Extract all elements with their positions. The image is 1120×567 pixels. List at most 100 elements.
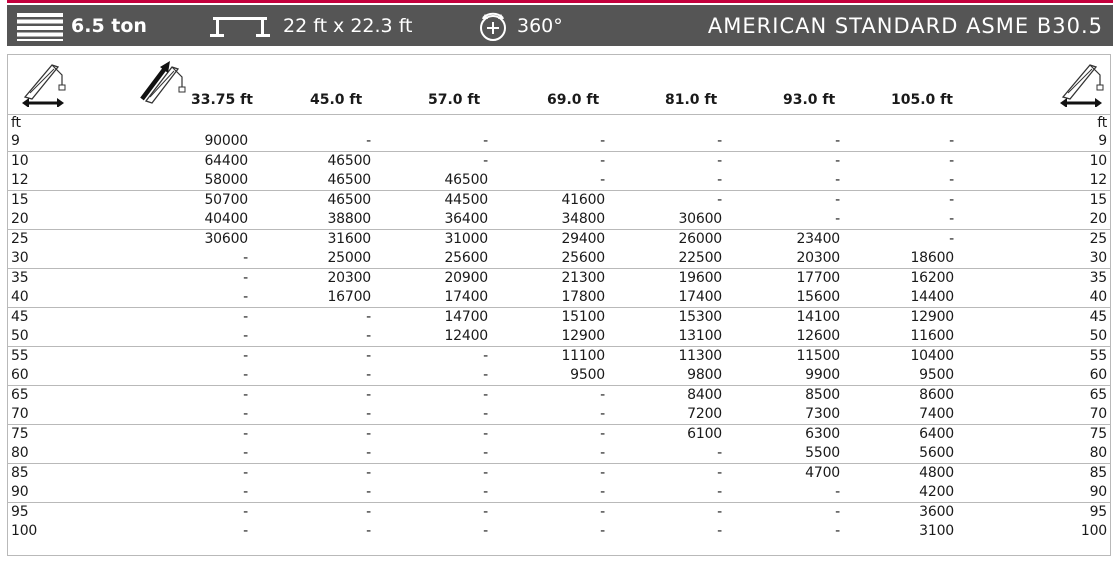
load-value-cell: - xyxy=(366,465,371,481)
load-value-cell: - xyxy=(366,445,371,461)
load-value-cell: 44500 xyxy=(444,192,488,208)
load-value-cell: 3100 xyxy=(919,523,954,539)
load-value-cell: - xyxy=(949,211,954,227)
load-value-cell: - xyxy=(243,328,248,344)
table-row: 65 - - - - 8400 8500 8600 65 xyxy=(8,386,1110,405)
table-row: 35 - 20300 20900 21300 19600 17700 16200 35 xyxy=(8,269,1110,288)
load-value-cell: 14100 xyxy=(796,309,840,325)
load-value-cell: 25600 xyxy=(444,250,488,266)
table-row: 75 - - - - 6100 6300 6400 75 xyxy=(8,425,1110,444)
boom-length-header: 57.0 ft xyxy=(428,92,481,108)
boom-length-header: 45.0 ft xyxy=(310,92,363,108)
load-value-cell: - xyxy=(366,504,371,520)
radius-right: 60 xyxy=(1089,367,1108,383)
load-value-cell: - xyxy=(835,523,840,539)
radius-left: 65 xyxy=(11,387,29,403)
load-value-cell: - xyxy=(835,211,840,227)
load-value-cell: 46500 xyxy=(327,153,371,169)
load-value-cell: - xyxy=(600,387,605,403)
boom-length-header: 93.0 ft xyxy=(783,92,836,108)
boom-length-header: 69.0 ft xyxy=(547,92,600,108)
outrigger-group: 22 ft x 22.3 ft xyxy=(207,5,413,46)
load-value-cell: - xyxy=(483,465,488,481)
capacity-group: 6.5 ton xyxy=(17,5,147,46)
load-value-cell: - xyxy=(835,133,840,149)
load-value-cell: - xyxy=(600,523,605,539)
table-row: 9 90000 - - - - - - 9 xyxy=(8,132,1110,151)
load-value-cell: 20300 xyxy=(327,270,371,286)
load-value-cell: 34800 xyxy=(561,211,605,227)
load-value-cell: 18600 xyxy=(910,250,954,266)
table-header-row: 33.75 ft 45.0 ft 57.0 ft 69.0 ft 81.0 ft… xyxy=(8,55,1110,115)
radius-left: 25 xyxy=(11,231,29,247)
load-value-cell: 6400 xyxy=(919,426,954,442)
table-row: 10 64400 46500 - - - - - 10 xyxy=(8,152,1110,171)
load-value-cell: 22500 xyxy=(678,250,722,266)
load-value-cell: - xyxy=(600,465,605,481)
load-value-cell: 90000 xyxy=(204,133,248,149)
radius-right: 15 xyxy=(1089,192,1108,208)
load-value-cell: 9500 xyxy=(919,367,954,383)
table-row: 25 30600 31600 31000 29400 26000 23400 - 25 xyxy=(8,230,1110,249)
row-group: 10 64400 46500 - - - - - 10 12 58000 46500 46500 - - - -… xyxy=(8,151,1110,190)
load-value-cell: 38800 xyxy=(327,211,371,227)
table-row: 20 40400 38800 36400 34800 30600 - - 20 xyxy=(8,210,1110,229)
radius-right: 65 xyxy=(1089,387,1108,403)
load-value-cell: - xyxy=(483,133,488,149)
table-row: 55 - - - 11100 11300 11500 10400 55 xyxy=(8,347,1110,366)
load-value-cell: 9800 xyxy=(687,367,722,383)
load-chart-table: 33.75 ft 45.0 ft 57.0 ft 69.0 ft 81.0 ft… xyxy=(7,54,1111,556)
table-row: 70 - - - - 7200 7300 7400 70 xyxy=(8,405,1110,424)
load-value-cell: 19600 xyxy=(678,270,722,286)
table-row: 100 - - - - - - 3100 100 xyxy=(8,522,1110,541)
load-value-cell: - xyxy=(717,172,722,188)
load-value-cell: - xyxy=(717,445,722,461)
load-value-cell: - xyxy=(483,387,488,403)
load-value-cell: - xyxy=(717,504,722,520)
load-value-cell: - xyxy=(949,172,954,188)
radius-left: 20 xyxy=(11,211,29,227)
chart-header: 6.5 ton 22 ft x 22.3 ft 360° AMERICAN ST… xyxy=(7,5,1113,46)
load-value-cell: - xyxy=(366,426,371,442)
radius-left: 100 xyxy=(11,523,38,539)
load-value-cell: 7200 xyxy=(687,406,722,422)
unit-row: ft ft xyxy=(8,114,1110,132)
load-value-cell: 8400 xyxy=(687,387,722,403)
load-value-cell: - xyxy=(243,504,248,520)
load-value-cell: 17400 xyxy=(678,289,722,305)
load-value-cell: 17400 xyxy=(444,289,488,305)
load-value-cell: - xyxy=(835,484,840,500)
load-value-cell: - xyxy=(717,523,722,539)
load-value-cell: - xyxy=(366,348,371,364)
load-value-cell: 21300 xyxy=(561,270,605,286)
radius-right: 80 xyxy=(1089,445,1108,461)
row-group: 55 - - - 11100 11300 11500 10400 55 60 - - - 9500 9800… xyxy=(8,346,1110,385)
row-group: 85 - - - - - 4700 4800 85 90 - - - - - - 4200 90 xyxy=(8,463,1110,502)
load-value-cell: 46500 xyxy=(444,172,488,188)
radius-left: 40 xyxy=(11,289,29,305)
load-value-cell: - xyxy=(717,133,722,149)
unit-label-left: ft xyxy=(11,115,21,131)
radius-right: 9 xyxy=(1098,133,1107,149)
load-value-cell: - xyxy=(366,133,371,149)
load-value-cell: - xyxy=(835,504,840,520)
load-value-cell: - xyxy=(483,367,488,383)
boom-length-header: 33.75 ft xyxy=(191,92,253,108)
load-value-cell: 17700 xyxy=(796,270,840,286)
load-value-cell: - xyxy=(243,250,248,266)
load-value-cell: 15600 xyxy=(796,289,840,305)
load-value-cell: - xyxy=(717,192,722,208)
load-value-cell: 4200 xyxy=(919,484,954,500)
load-value-cell: 10400 xyxy=(910,348,954,364)
stacked-bars-icon xyxy=(17,12,63,41)
load-value-cell: 12400 xyxy=(444,328,488,344)
radius-right: 55 xyxy=(1089,348,1108,364)
load-value-cell: 7300 xyxy=(805,406,840,422)
load-value-cell: - xyxy=(366,328,371,344)
load-value-cell: 8600 xyxy=(919,387,954,403)
radius-right: 35 xyxy=(1089,270,1108,286)
load-value-cell: 3600 xyxy=(919,504,954,520)
table-row: 12 58000 46500 46500 - - - - 12 xyxy=(8,171,1110,190)
load-value-cell: - xyxy=(483,523,488,539)
load-value-cell: 13100 xyxy=(678,328,722,344)
